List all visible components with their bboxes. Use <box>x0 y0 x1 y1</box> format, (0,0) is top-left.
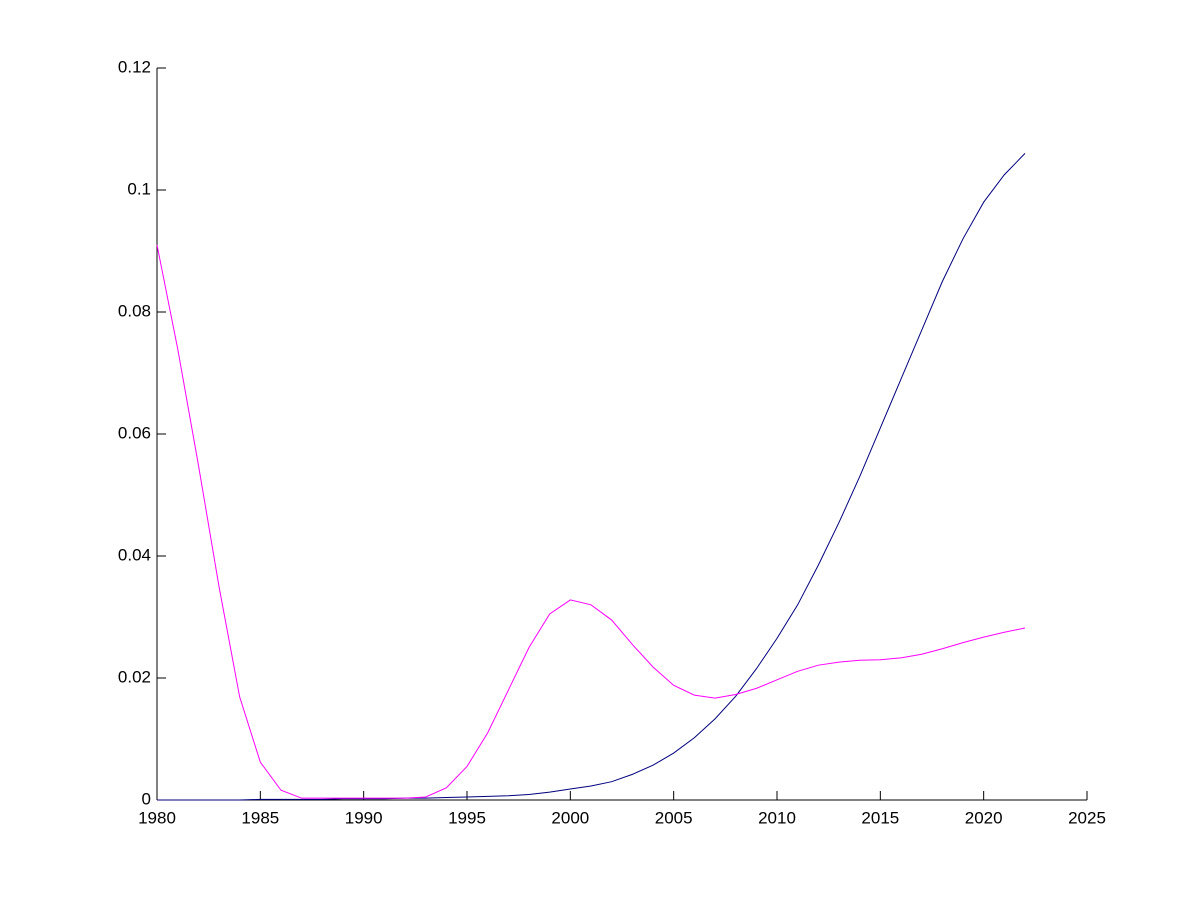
y-tick-label: 0.02 <box>118 667 151 686</box>
x-tick-label: 2000 <box>551 808 589 827</box>
x-tick-label: 1990 <box>345 808 383 827</box>
x-tick-label: 1995 <box>448 808 486 827</box>
line-series <box>157 153 1026 801</box>
x-tick-label: 2015 <box>861 808 899 827</box>
x-tick-label: 1980 <box>138 808 176 827</box>
x-tick-label: 1985 <box>241 808 279 827</box>
x-tick-label: 2005 <box>655 808 693 827</box>
y-tick-label: 0.12 <box>118 57 151 76</box>
x-tick-label: 2025 <box>1068 808 1106 827</box>
y-tick-label: 0.1 <box>127 179 151 198</box>
line-series <box>156 244 1026 799</box>
x-tick-label: 2020 <box>965 808 1003 827</box>
y-tick-label: 0.04 <box>118 545 151 564</box>
x-tick-label: 2010 <box>758 808 796 827</box>
y-tick-label: 0.06 <box>118 423 151 442</box>
y-tick-label: 0 <box>142 789 151 808</box>
y-tick-label: 0.08 <box>118 301 151 320</box>
